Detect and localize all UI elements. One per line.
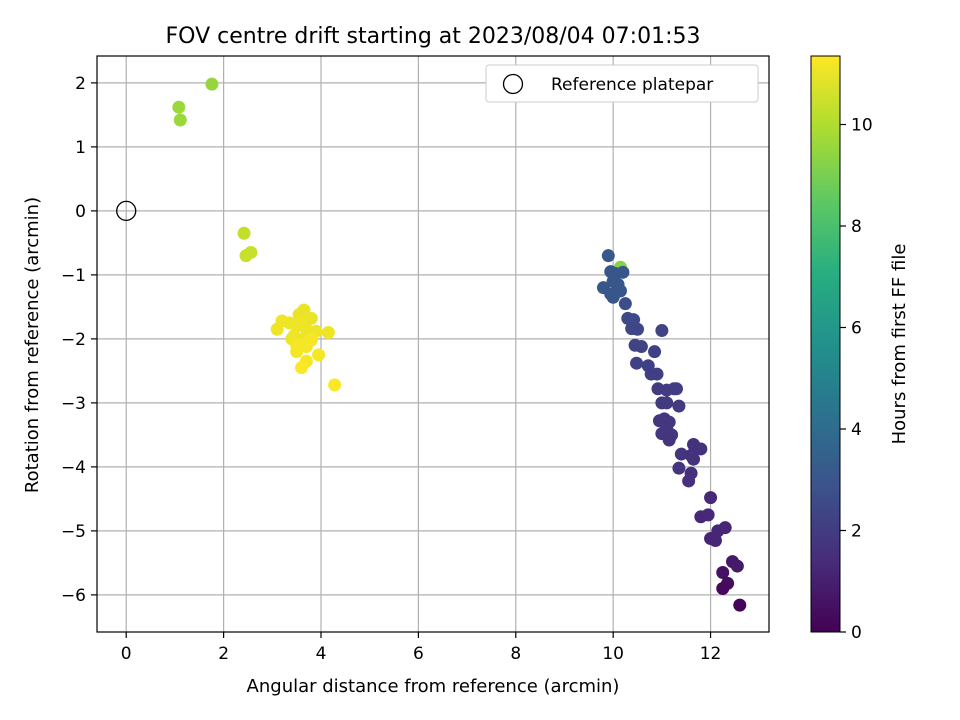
x-tick-label: 6 (413, 644, 424, 664)
colorbar-gradient (810, 55, 841, 633)
data-point (682, 474, 696, 488)
reference-platepar-marker (116, 200, 137, 222)
data-point (237, 226, 251, 240)
y-tick-label: −4 (61, 458, 86, 478)
data-point (304, 311, 318, 325)
data-point (662, 433, 676, 447)
x-tick-label: 8 (510, 644, 521, 664)
y-tick-label: −6 (61, 586, 86, 606)
legend-marker-icon (502, 73, 524, 95)
data-point (733, 598, 747, 612)
data-point (239, 249, 253, 263)
data-point (694, 442, 708, 456)
y-tick-label: −3 (61, 394, 86, 414)
data-point (716, 581, 730, 595)
data-point (708, 533, 722, 547)
data-point (634, 340, 648, 354)
x-tick-label: 12 (700, 644, 722, 664)
data-point (672, 461, 686, 475)
colorbar-tick-label: 10 (851, 116, 873, 136)
y-tick-label: 0 (75, 202, 86, 222)
data-point (295, 361, 309, 375)
data-point (328, 378, 342, 392)
grid-lines (97, 56, 769, 632)
y-tick-label: −1 (61, 266, 86, 286)
data-point (648, 345, 662, 359)
colorbar-tick-label: 8 (851, 217, 862, 237)
y-tick-label: 2 (75, 74, 86, 94)
legend-label: Reference platepar (551, 75, 713, 95)
colorbar-tick-label: 6 (851, 319, 862, 339)
y-tick-label: 1 (75, 138, 86, 158)
chart-title: FOV centre drift starting at 2023/08/04 … (166, 24, 701, 49)
data-point (730, 559, 744, 573)
data-point (606, 290, 620, 304)
data-point (660, 396, 674, 410)
data-point (611, 281, 625, 295)
colorbar-tick-label: 4 (851, 420, 862, 440)
colorbar-tick-label: 0 (851, 623, 862, 643)
colorbar-label: Hours from first FF file (889, 244, 910, 445)
colorbar-ticks: 0 2 4 6 8 10 (840, 116, 873, 643)
data-point (674, 447, 688, 461)
data-point (270, 322, 284, 336)
plot-frame (96, 55, 770, 633)
y-axis-ticks: −6 −5 −4 −3 −2 −1 0 1 2 (61, 74, 97, 606)
data-point (299, 340, 313, 354)
data-point (631, 322, 645, 336)
data-point (716, 565, 730, 579)
data-point (655, 324, 669, 338)
y-tick-label: −2 (61, 330, 86, 350)
data-point (616, 265, 630, 279)
x-tick-label: 4 (316, 644, 327, 664)
x-tick-label: 10 (602, 644, 624, 664)
data-point (205, 77, 219, 91)
data-point (173, 113, 187, 127)
data-point (312, 348, 326, 362)
data-point (701, 508, 715, 522)
x-axis-ticks: 0 2 4 6 8 10 12 (121, 632, 722, 664)
legend: Reference platepar (485, 64, 759, 103)
x-tick-label: 2 (218, 644, 229, 664)
colorbar: 0 2 4 6 8 10 Hours from first FF file (810, 55, 910, 643)
data-point (630, 356, 644, 370)
y-tick-label: −5 (61, 522, 86, 542)
data-point (669, 382, 683, 396)
data-point (672, 399, 686, 413)
data-point (650, 367, 664, 381)
data-points (172, 77, 747, 612)
data-point (704, 491, 718, 505)
y-axis-label: Rotation from reference (arcmin) (22, 197, 43, 493)
x-tick-label: 0 (121, 644, 132, 664)
x-axis-label: Angular distance from reference (arcmin) (247, 676, 620, 697)
data-point (618, 297, 632, 311)
colorbar-tick-label: 2 (851, 522, 862, 542)
data-point (172, 100, 186, 114)
data-point (601, 249, 615, 263)
legend-box (485, 64, 759, 103)
data-point (321, 325, 335, 339)
data-point (687, 452, 701, 466)
data-point (290, 345, 304, 359)
